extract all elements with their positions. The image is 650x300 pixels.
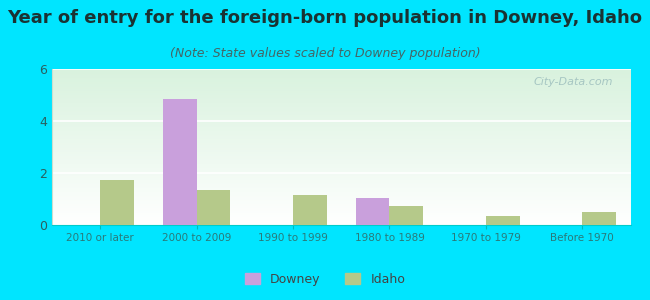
Bar <box>293 195 327 225</box>
Text: (Note: State values scaled to Downey population): (Note: State values scaled to Downey pop… <box>170 46 480 59</box>
Bar <box>356 198 389 225</box>
Text: Year of entry for the foreign-born population in Downey, Idaho: Year of entry for the foreign-born popul… <box>8 9 642 27</box>
Bar <box>389 206 423 225</box>
Bar <box>582 212 616 225</box>
Bar <box>196 190 230 225</box>
Bar <box>163 99 196 225</box>
Text: City-Data.com: City-Data.com <box>534 77 613 87</box>
Legend: Downey, Idaho: Downey, Idaho <box>240 268 410 291</box>
Bar <box>100 179 134 225</box>
Bar <box>486 216 519 225</box>
